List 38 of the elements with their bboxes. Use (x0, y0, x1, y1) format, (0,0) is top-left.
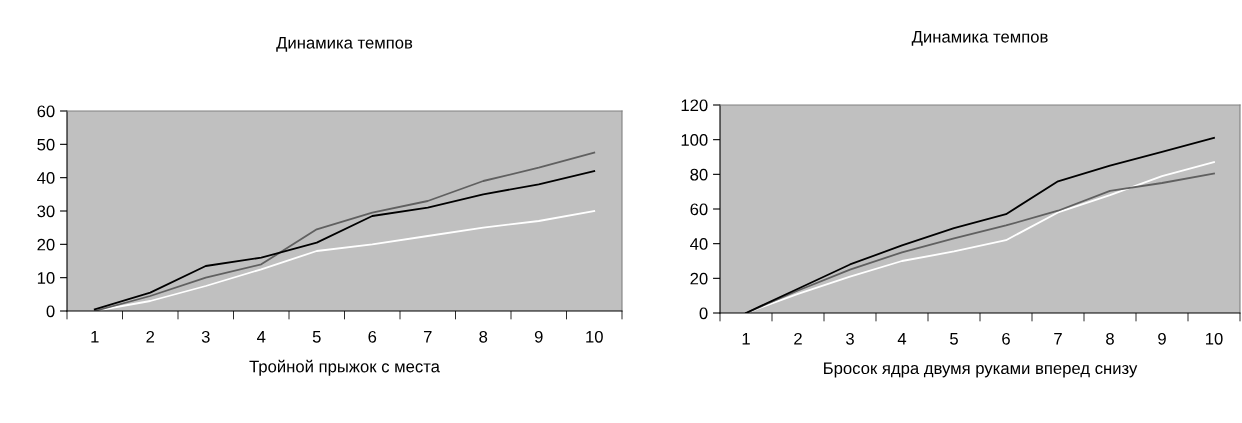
y-tick-label: 40 (690, 238, 708, 250)
y-tick-label: 80 (690, 168, 708, 181)
x-tick-label: 1 (91, 331, 99, 343)
x-tick-label: 8 (479, 330, 488, 343)
x-tick-label: 7 (1054, 333, 1062, 345)
y-tick-label: 30 (37, 205, 55, 218)
x-tick-label: 5 (950, 333, 958, 345)
y-tick-label: 20 (37, 238, 55, 251)
y-tick-label: 10 (37, 272, 55, 284)
y-tick-label: 60 (37, 105, 55, 118)
y-tick-label: 0 (46, 305, 55, 318)
x-tick-label: 6 (1002, 332, 1010, 345)
x-tick-label: 4 (257, 331, 266, 343)
x-tick-label: 9 (1158, 332, 1166, 345)
x-tick-label: 2 (794, 332, 802, 345)
x-axis-title: Тройной прыжок с места (249, 359, 440, 376)
y-tick-label: 120 (681, 99, 708, 112)
y-tick-label: 100 (681, 134, 708, 146)
x-tick-label: 3 (201, 330, 210, 343)
x-tick-label: 1 (742, 333, 750, 345)
y-tick-label: 40 (37, 172, 55, 184)
x-tick-label: 10 (1206, 332, 1223, 345)
x-tick-label: 4 (897, 333, 907, 345)
y-tick-label: 20 (690, 272, 708, 285)
x-tick-label: 6 (368, 330, 377, 343)
x-tick-label: 8 (1106, 332, 1114, 345)
x-tick-label: 9 (534, 330, 543, 343)
chart-title: Динамика темпов (911, 31, 1048, 46)
x-tick-label: 10 (586, 330, 603, 343)
y-tick-label: 60 (690, 203, 708, 216)
x-tick-label: 2 (146, 330, 155, 343)
x-tick-label: 3 (846, 332, 854, 345)
chart-title: Динамика темпов (276, 37, 413, 52)
y-tick-label: 50 (37, 138, 55, 151)
y-tick-label: 0 (699, 307, 708, 320)
x-tick-label: 5 (312, 331, 321, 343)
x-axis-title: Бросок ядра двумя руками вперед снизу (824, 362, 1138, 378)
x-tick-label: 7 (423, 331, 432, 343)
